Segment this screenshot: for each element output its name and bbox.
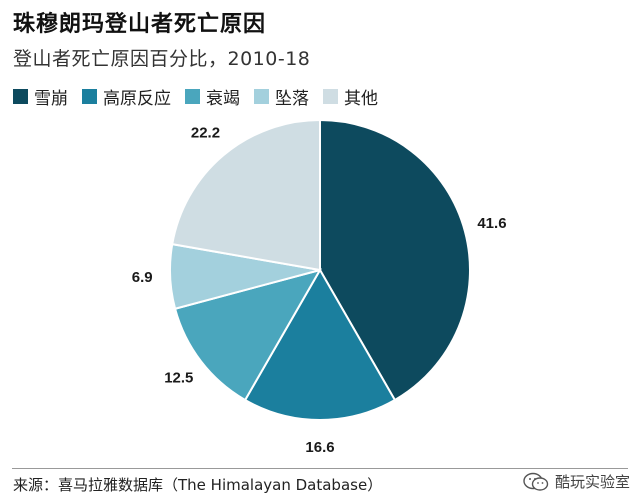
slice-value-label: 6.9 bbox=[132, 269, 153, 286]
legend-item-altitude-sickness: 高原反应 bbox=[82, 84, 171, 109]
legend-label: 其他 bbox=[344, 89, 378, 109]
slice-value-label: 41.6 bbox=[477, 215, 506, 232]
legend-swatch bbox=[323, 89, 338, 104]
wechat-icon bbox=[523, 472, 549, 491]
source-note: 来源：喜马拉雅数据库（The Himalayan Database） bbox=[13, 476, 383, 494]
footer-divider bbox=[12, 468, 628, 469]
slice-other bbox=[171, 118, 321, 272]
slice-avalanche bbox=[319, 118, 471, 402]
legend-item-fall: 坠落 bbox=[254, 84, 309, 109]
legend: 雪崩 高原反应 衰竭 坠落 其他 bbox=[13, 84, 392, 109]
slice-exhaustion bbox=[173, 268, 323, 402]
watermark-text: 酷玩实验室 bbox=[554, 473, 630, 491]
watermark: 酷玩实验室 bbox=[523, 471, 630, 492]
legend-label: 坠落 bbox=[275, 89, 309, 109]
chart-subtitle: 登山者死亡原因百分比，2010-18 bbox=[13, 48, 311, 70]
legend-swatch bbox=[82, 89, 97, 104]
legend-label: 雪崩 bbox=[34, 89, 68, 109]
slice-altitude-sickness bbox=[243, 267, 397, 421]
chart-title: 珠穆朗玛登山者死亡原因 bbox=[13, 12, 267, 37]
legend-swatch bbox=[185, 89, 200, 104]
legend-label: 高原反应 bbox=[103, 89, 171, 109]
slice-value-label: 16.6 bbox=[305, 439, 334, 456]
legend-swatch bbox=[13, 89, 28, 104]
legend-swatch bbox=[254, 89, 269, 104]
slice-value-label: 22.2 bbox=[191, 125, 220, 142]
slice-value-label: 12.5 bbox=[164, 369, 193, 386]
legend-item-avalanche: 雪崩 bbox=[13, 84, 68, 109]
legend-label: 衰竭 bbox=[206, 89, 240, 109]
legend-item-other: 其他 bbox=[323, 84, 378, 109]
legend-item-exhaustion: 衰竭 bbox=[185, 84, 240, 109]
